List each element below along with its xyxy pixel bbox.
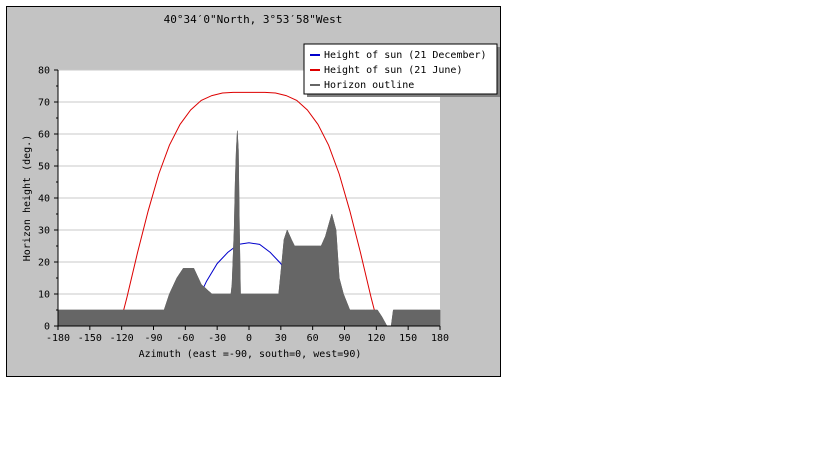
x-tick-label: 0 [246,333,252,344]
x-tick-label: -30 [208,333,226,344]
legend: Height of sun (21 December) Height of sun… [303,43,500,97]
x-tick-label: -120 [110,333,134,344]
y-tick-label: 20 [38,258,50,269]
x-axis-label: Azimuth (east =-90, south=0, west=90) [139,349,362,360]
y-tick-label: 10 [38,290,50,301]
legend-label: Horizon outline [324,80,414,91]
x-tick-label: 180 [431,333,449,344]
y-tick-label: 80 [38,66,50,77]
y-tick-label: 0 [44,322,50,333]
y-tick-label: 30 [38,226,50,237]
legend-label: Height of sun (21 December) [324,50,487,61]
x-tick-label: 60 [307,333,319,344]
sun-path-june-line [119,91,379,327]
chart-title: 40°34′0"North, 3°53′58"West [164,13,343,26]
y-axis-label: Horizon height (deg.) [22,135,33,261]
x-tick-label: 30 [275,333,287,344]
tick-layer: 0 10 20 30 40 50 60 70 80 -180 -150 -120 -90 -60 -30 0 3… [38,66,449,345]
x-tick-label: 120 [367,333,385,344]
y-tick-label: 70 [38,98,50,109]
x-tick-label: -90 [144,333,162,344]
x-tick-label: 150 [399,333,417,344]
legend-box [303,43,498,95]
x-tick-label: -180 [46,333,70,344]
x-tick-label: 90 [338,333,350,344]
x-tick-label: -150 [78,333,102,344]
y-tick-label: 50 [38,162,50,173]
y-tick-label: 40 [38,194,50,205]
y-tick-label: 60 [38,130,50,141]
series-layer [57,91,441,327]
grid-layer [58,69,440,295]
horizon-outline-overlay [57,130,441,327]
x-tick-label: -60 [176,333,194,344]
legend-label: Height of sun (21 June) [324,65,462,76]
